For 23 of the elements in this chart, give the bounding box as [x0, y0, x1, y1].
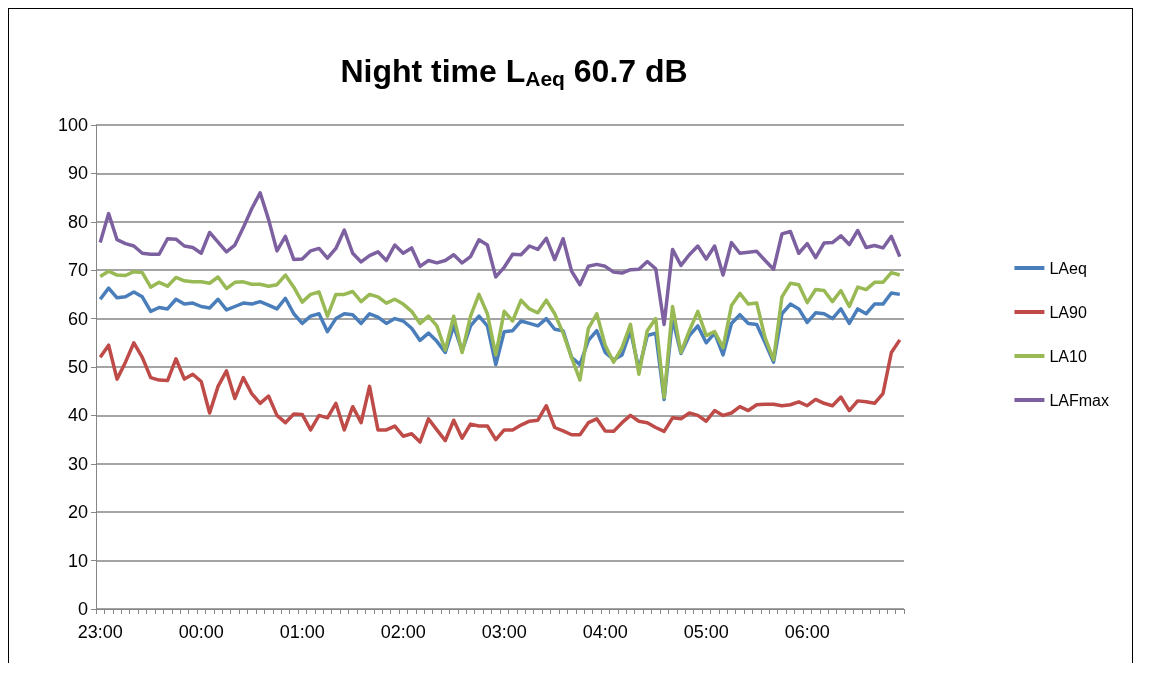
y-tick-label: 30: [67, 453, 88, 474]
x-tick-label: 02:00: [380, 622, 426, 642]
legend-label: LA10: [1049, 347, 1087, 365]
x-tick-label: 23:00: [77, 622, 123, 642]
y-tick-label: 70: [67, 260, 88, 281]
y-tick-label: 0: [77, 599, 88, 619]
y-tick-label: 50: [67, 357, 88, 377]
x-tick-label: 01:00: [279, 622, 325, 642]
y-tick-label: 10: [67, 550, 88, 571]
y-tick-label: 100: [57, 115, 88, 135]
legend-label: LAFmax: [1049, 391, 1110, 409]
y-tick-label: 80: [67, 211, 88, 232]
x-tick-label: 04:00: [582, 622, 628, 642]
x-tick-label: 06:00: [784, 622, 830, 642]
x-tick-label: 05:00: [683, 622, 729, 642]
legend-label: LAeq: [1049, 259, 1087, 277]
y-tick-label: 40: [67, 405, 88, 426]
legend-label: LA90: [1049, 303, 1087, 321]
x-tick-label: 03:00: [481, 622, 527, 642]
y-tick-label: 20: [67, 502, 88, 523]
y-tick-label: 90: [67, 163, 88, 184]
x-tick-label: 00:00: [178, 622, 224, 642]
y-tick-label: 60: [67, 308, 88, 329]
